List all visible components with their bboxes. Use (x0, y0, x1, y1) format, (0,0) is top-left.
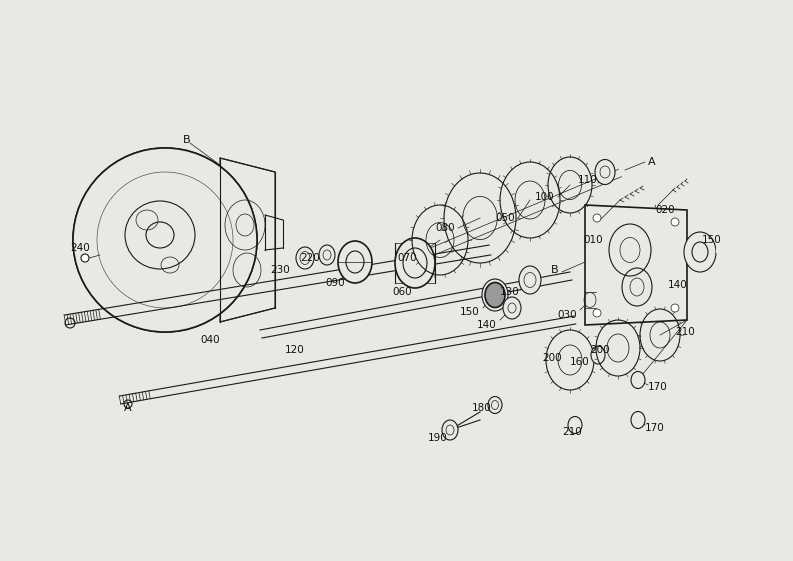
Ellipse shape (631, 412, 645, 429)
Ellipse shape (319, 245, 335, 265)
Text: 090: 090 (325, 278, 345, 288)
Text: 210: 210 (562, 427, 582, 437)
Text: 120: 120 (285, 345, 305, 355)
Circle shape (671, 218, 679, 226)
Ellipse shape (488, 397, 502, 413)
Text: A: A (125, 403, 132, 413)
Text: 230: 230 (270, 265, 290, 275)
Ellipse shape (684, 232, 716, 272)
Text: 100: 100 (535, 192, 555, 202)
Text: 130: 130 (500, 287, 520, 297)
Text: 010: 010 (583, 235, 603, 245)
Text: 150: 150 (702, 235, 722, 245)
Ellipse shape (692, 242, 708, 262)
Text: 110: 110 (578, 175, 598, 185)
Text: 020: 020 (655, 205, 675, 215)
Text: 200: 200 (542, 353, 561, 363)
Circle shape (73, 148, 257, 332)
Polygon shape (585, 205, 687, 325)
Circle shape (593, 214, 601, 222)
Circle shape (593, 309, 601, 317)
Text: 170: 170 (646, 423, 665, 433)
Text: 210: 210 (675, 327, 695, 337)
Text: 140: 140 (668, 280, 688, 290)
Polygon shape (220, 158, 275, 322)
Ellipse shape (568, 416, 582, 434)
Text: 220: 220 (300, 253, 320, 263)
Text: 200: 200 (590, 345, 610, 355)
Text: 190: 190 (428, 433, 448, 443)
Ellipse shape (485, 283, 505, 307)
Text: B: B (183, 135, 191, 145)
Text: A: A (648, 157, 656, 167)
Text: 240: 240 (70, 243, 90, 253)
Ellipse shape (395, 238, 435, 288)
Text: 160: 160 (570, 357, 590, 367)
Text: 180: 180 (472, 403, 492, 413)
Ellipse shape (442, 420, 458, 440)
Ellipse shape (93, 154, 253, 310)
Ellipse shape (482, 279, 508, 311)
Ellipse shape (338, 241, 372, 283)
Text: 070: 070 (397, 253, 417, 263)
Circle shape (671, 304, 679, 312)
Ellipse shape (591, 346, 605, 364)
Ellipse shape (631, 371, 645, 389)
Text: 030: 030 (557, 310, 577, 320)
Text: 170: 170 (648, 382, 668, 392)
Ellipse shape (296, 247, 314, 269)
Text: 040: 040 (200, 335, 220, 345)
Text: 140: 140 (477, 320, 497, 330)
Ellipse shape (595, 159, 615, 185)
Text: 150: 150 (460, 307, 480, 317)
Ellipse shape (503, 297, 521, 319)
Circle shape (81, 254, 89, 262)
Text: 080: 080 (435, 223, 455, 233)
Text: 050: 050 (495, 213, 515, 223)
Text: 060: 060 (393, 287, 412, 297)
Ellipse shape (519, 266, 541, 294)
Text: B: B (551, 265, 559, 275)
